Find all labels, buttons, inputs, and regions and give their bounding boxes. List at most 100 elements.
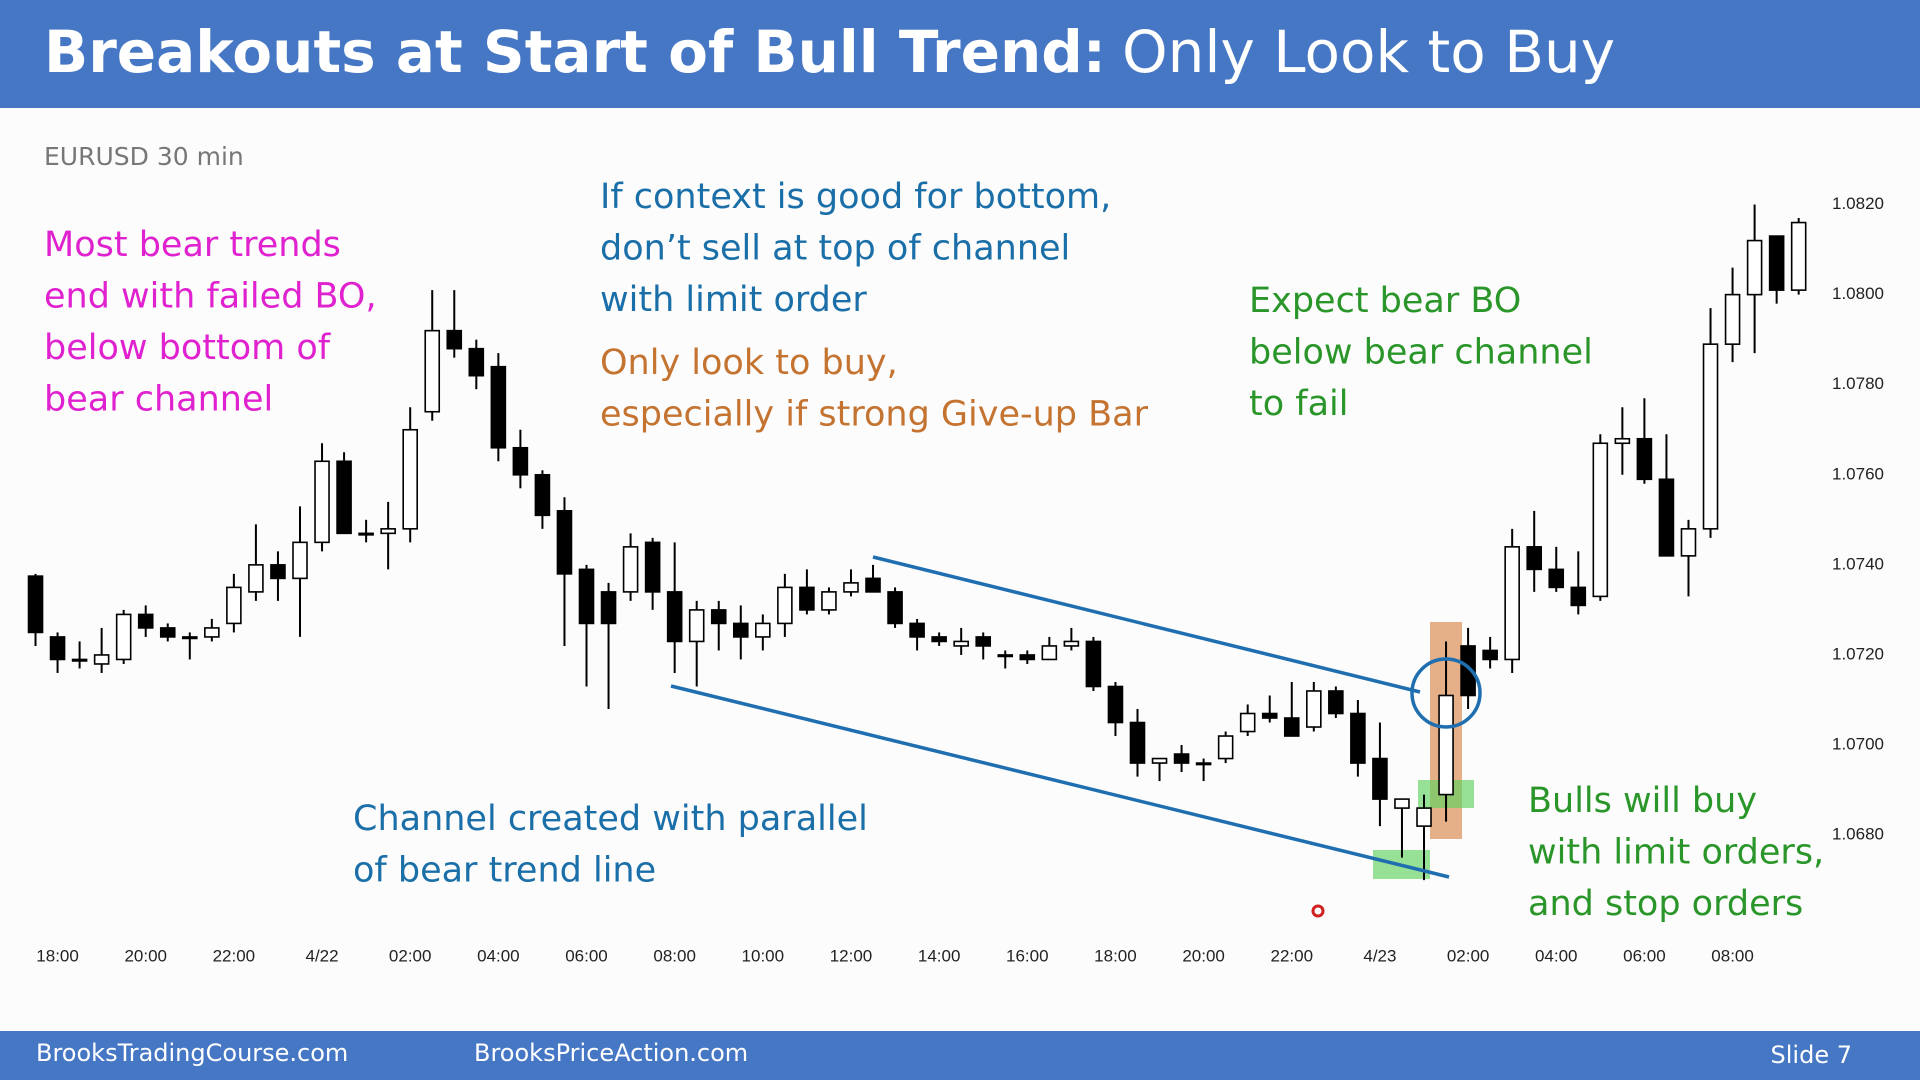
candle-body <box>1416 807 1432 827</box>
x-tick-label: 06:00 <box>565 946 608 965</box>
slide-title: Breakouts at Start of Bull Trend: Only Lo… <box>44 18 1615 86</box>
x-tick-label: 02:00 <box>1447 946 1490 965</box>
candle-body <box>821 591 837 611</box>
y-tick-label: 1.0740 <box>1832 554 1884 573</box>
candle-body <box>1063 640 1080 647</box>
candle-body <box>1151 757 1168 764</box>
annotation-line: If context is good for bottom, <box>600 177 1111 217</box>
candle-body <box>909 622 925 638</box>
x-tick-label: 14:00 <box>918 946 961 965</box>
annotation-line: Most bear trends <box>44 225 341 265</box>
symbol-label: EURUSD 30 min <box>44 142 244 171</box>
candle-body <box>490 365 507 449</box>
x-tick-label: 08:00 <box>1711 946 1754 965</box>
y-tick-label: 1.0700 <box>1832 735 1884 754</box>
candle-body <box>380 528 396 535</box>
candle-body <box>1261 712 1278 719</box>
candle-body <box>1195 762 1212 766</box>
candle-body <box>336 460 352 535</box>
candle-body <box>1129 721 1146 764</box>
candle-body <box>1460 645 1476 697</box>
candle-body <box>1239 712 1256 733</box>
candle-body <box>71 658 88 662</box>
annotations: Most bear trends end with failed BO, below… <box>44 177 1824 924</box>
annotation-line: Channel created with parallel <box>353 799 868 839</box>
candle-body <box>1614 437 1631 445</box>
candle-body <box>843 582 859 593</box>
annotation-line: below bottom of <box>44 328 331 368</box>
candle-body <box>975 636 992 647</box>
candle-body <box>468 347 485 377</box>
x-tick-label: 20:00 <box>1182 946 1225 965</box>
y-tick-label: 1.0760 <box>1832 464 1884 483</box>
candle-body <box>1504 546 1520 661</box>
candle-body <box>1790 221 1807 291</box>
candle-body <box>997 654 1014 658</box>
x-tick-label: 4/22 <box>305 946 338 965</box>
candle-body <box>27 575 44 634</box>
candle-body <box>181 636 198 640</box>
annotation-line: and stop orders <box>1528 884 1803 924</box>
candle-body <box>622 546 639 593</box>
candle-body <box>512 446 529 476</box>
candle-body <box>1328 690 1344 715</box>
channel-line <box>670 684 1450 879</box>
candle-body <box>953 640 969 647</box>
breakout-circle <box>1410 657 1482 729</box>
candle-body <box>688 609 705 643</box>
candle-body <box>666 591 683 643</box>
annotation-line: of bear trend line <box>353 851 656 891</box>
candle-body <box>137 613 154 629</box>
y-tick-label: 1.0780 <box>1832 374 1884 393</box>
candle-body <box>1394 798 1410 809</box>
annotation-line: Only look to buy, <box>600 343 898 383</box>
candle-body <box>1680 528 1697 557</box>
y-tick-label: 1.0800 <box>1832 284 1884 303</box>
candle-body <box>1438 694 1454 796</box>
candle-body <box>1482 649 1498 661</box>
x-tick-label: 10:00 <box>742 946 785 965</box>
candle-body <box>1636 437 1653 481</box>
candle-body <box>1085 640 1102 688</box>
candle-body <box>1592 442 1609 598</box>
x-tick-label: 18:00 <box>1094 946 1137 965</box>
candle-body <box>270 564 286 580</box>
slide-number: Slide 7 <box>1771 1041 1852 1069</box>
candle-body <box>578 568 595 625</box>
header-bar <box>0 0 1920 108</box>
bear-trend-line <box>872 555 1421 694</box>
candle-body <box>1350 712 1366 764</box>
candle-body <box>446 329 463 350</box>
candle-body <box>1548 568 1565 589</box>
candle-body <box>1217 735 1234 760</box>
y-tick-label: 1.0680 <box>1832 825 1884 844</box>
candle-body <box>865 577 881 593</box>
candle-body <box>1746 239 1763 296</box>
candle-body <box>1702 343 1719 530</box>
candle-body <box>732 622 749 638</box>
footer-bar <box>0 1031 1920 1080</box>
candles <box>27 204 1807 881</box>
x-tick-label: 02:00 <box>389 946 432 965</box>
candle-body <box>556 510 573 575</box>
candle-body <box>159 627 176 638</box>
footer-left: BrooksTradingCourse.com <box>36 1039 348 1067</box>
annotation-line: to fail <box>1249 384 1348 424</box>
x-tick-label: 06:00 <box>1623 946 1666 965</box>
candle-body <box>887 591 903 625</box>
annotation-line: bear channel <box>44 380 273 420</box>
candle-body <box>710 609 727 625</box>
annotation-line: below bear channel <box>1249 333 1593 373</box>
candle-body <box>1107 685 1124 724</box>
candle-body <box>1526 546 1543 571</box>
candle-body <box>1372 757 1388 800</box>
candle-body <box>49 636 66 661</box>
y-tick-label: 1.0720 <box>1832 644 1884 663</box>
candle-body <box>1724 293 1741 345</box>
annotation-line: Bulls will buy <box>1528 781 1757 821</box>
candle-body <box>204 627 220 638</box>
candle-body <box>1019 654 1036 661</box>
candle-body <box>755 622 771 638</box>
annotation-line: with limit order <box>600 280 867 320</box>
